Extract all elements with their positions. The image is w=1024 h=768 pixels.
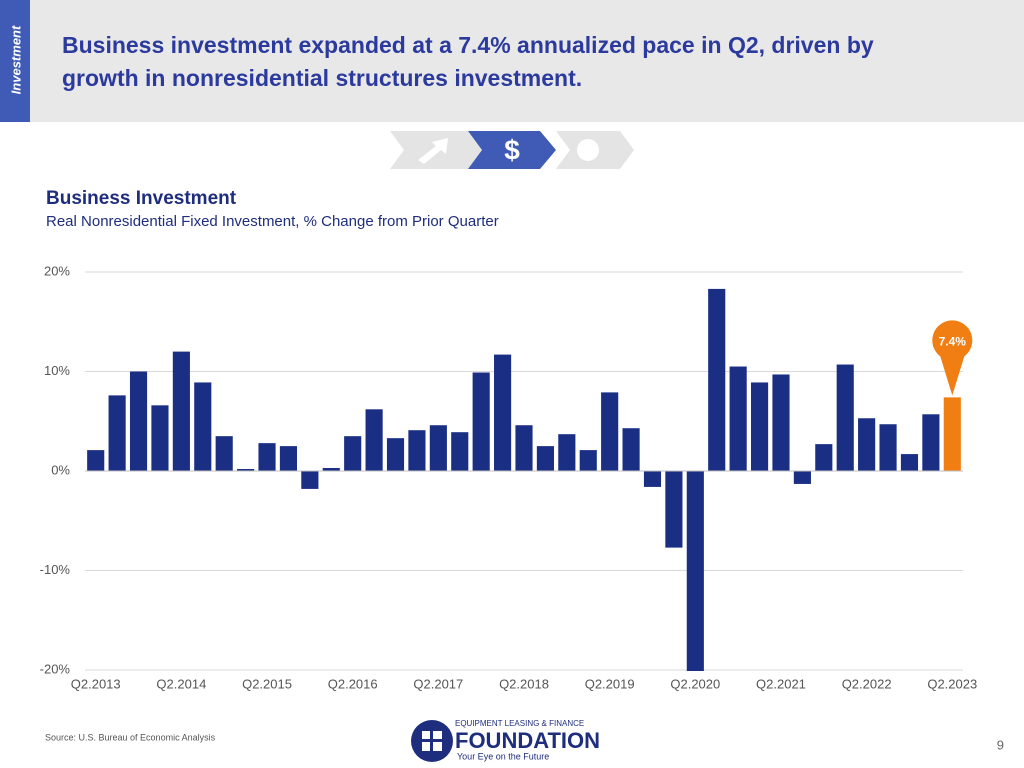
x-tick-label: Q2.2016 [328, 676, 378, 691]
bar [536, 446, 554, 471]
bar [793, 471, 811, 484]
header-band [0, 0, 1024, 122]
x-tick-label: Q2.2018 [499, 676, 549, 691]
bar [750, 382, 769, 471]
logo: EQUIPMENT LEASING & FINANCE FOUNDATION Y… [411, 719, 600, 762]
x-tick-label: Q2.2017 [413, 676, 463, 691]
x-tick-label: Q2.2013 [71, 676, 121, 691]
value-label: 7.4% [939, 335, 967, 349]
bar [344, 436, 362, 471]
nav-icon-symbol: $ [504, 134, 520, 165]
x-tick-label: Q2.2020 [670, 676, 720, 691]
y-tick-label: -20% [40, 661, 71, 676]
bar [322, 468, 340, 471]
bar [194, 382, 212, 471]
x-tick-label: Q2.2022 [842, 676, 892, 691]
bar [686, 471, 704, 671]
bar [622, 428, 640, 471]
callout [932, 320, 973, 396]
x-tick-label: Q2.2023 [927, 676, 977, 691]
bar [429, 425, 447, 471]
x-tick-label: Q2.2021 [756, 676, 806, 691]
section-tab [0, 0, 30, 122]
bar [815, 444, 833, 471]
plot: -20% -10% 0% 10% 20% Q2.2013 Q2.2014 Q2.2015 Q2.… [40, 263, 978, 691]
slide-title: Business investment expanded at a 7.4% a… [62, 32, 874, 58]
bar [386, 438, 405, 471]
bar [301, 471, 319, 489]
bar [579, 450, 597, 471]
bar [922, 414, 940, 471]
bar [836, 364, 854, 471]
chart-subtitle: Real Nonresidential Fixed Investment, % … [46, 213, 499, 230]
logo-tagline: Your Eye on the Future [457, 751, 549, 761]
logo-top: EQUIPMENT LEASING & FINANCE [455, 719, 584, 728]
bar [665, 471, 683, 548]
bar [472, 372, 490, 471]
source-note: Source: U.S. Bureau of Economic Analysis [45, 732, 216, 742]
bar [515, 425, 533, 471]
bar [601, 392, 619, 471]
bar [451, 432, 469, 471]
logo-main: FOUNDATION [455, 728, 600, 753]
bars [87, 288, 961, 671]
y-tick-label: 20% [44, 263, 70, 278]
section-tab-label: Investment [8, 25, 23, 94]
bar [108, 395, 126, 471]
bar [858, 418, 876, 471]
bar [494, 354, 512, 471]
bar [151, 405, 169, 471]
y-tick-label: 0% [51, 462, 70, 477]
bar [879, 424, 897, 471]
y-tick-label: -10% [40, 562, 71, 577]
bar [558, 434, 576, 471]
bar [772, 374, 790, 471]
bar [172, 351, 190, 471]
bar [87, 450, 105, 471]
bar [643, 471, 662, 487]
bar [258, 443, 276, 471]
slide-title: growth in nonresidential structures inve… [62, 65, 582, 91]
chart-title: Business Investment [46, 188, 237, 209]
nav-icons: $ [390, 131, 634, 169]
x-tick-label: Q2.2014 [156, 676, 206, 691]
bar [365, 409, 383, 471]
bar [900, 454, 919, 471]
y-tick-label: 10% [44, 363, 70, 378]
bar [943, 397, 961, 471]
bar [237, 469, 255, 471]
page-number: 9 [997, 737, 1004, 752]
bar [708, 288, 726, 471]
x-tick-label: Q2.2015 [242, 676, 292, 691]
x-tick-label: Q2.2019 [585, 676, 635, 691]
bar [279, 446, 298, 471]
bar [408, 430, 426, 471]
bar [129, 371, 148, 471]
bar [215, 436, 233, 471]
bar [729, 366, 747, 471]
